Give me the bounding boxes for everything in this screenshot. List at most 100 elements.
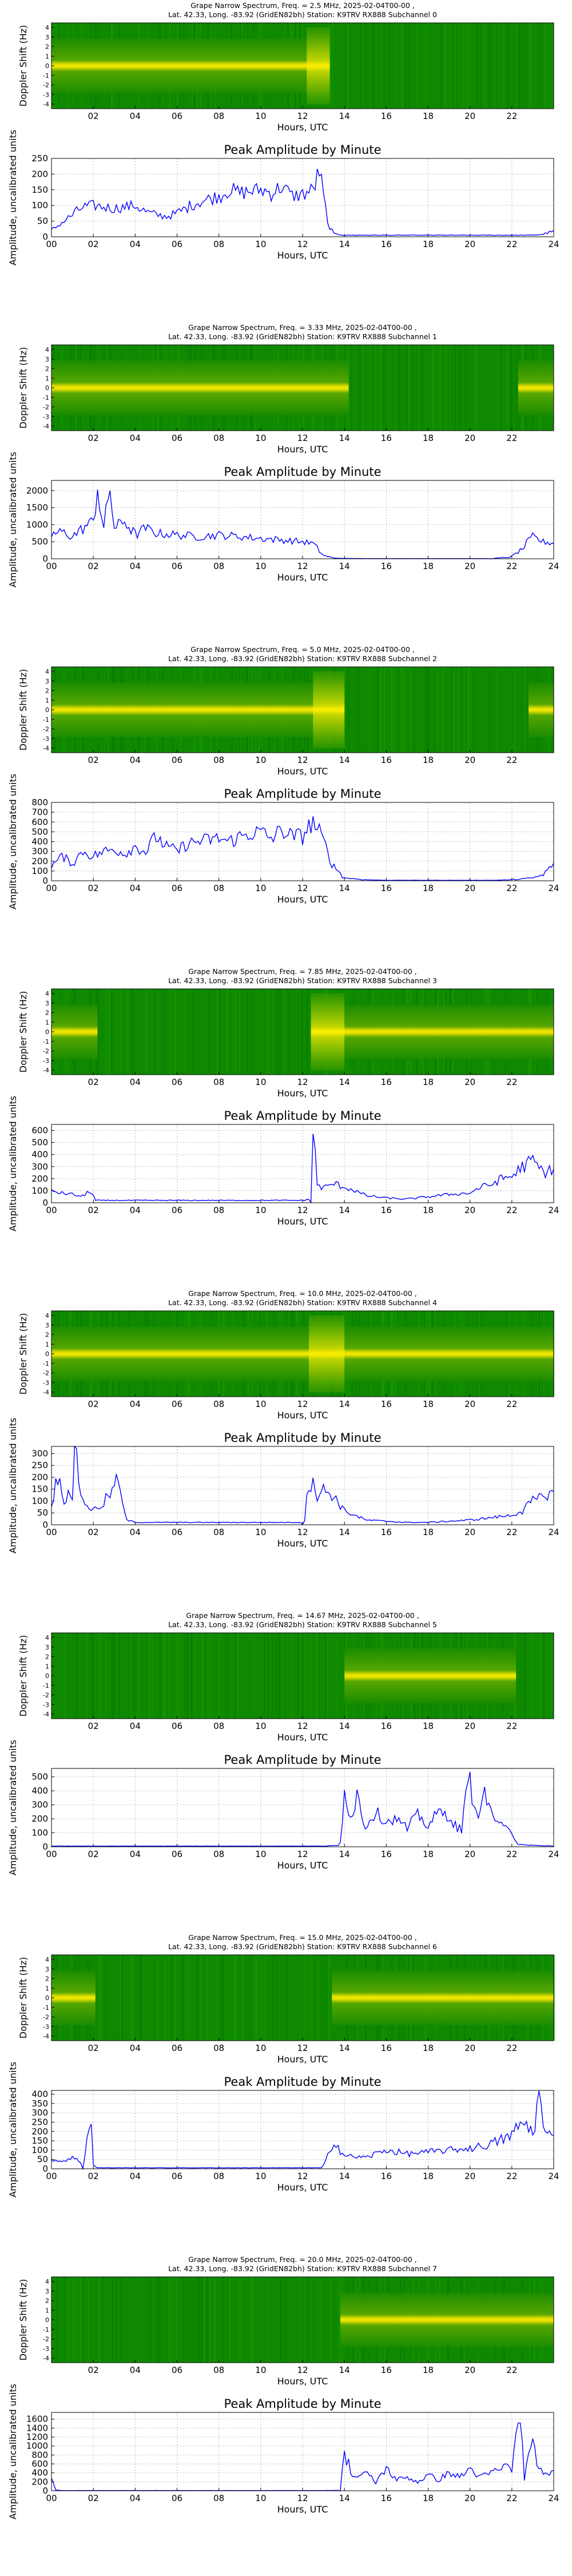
spectrum-streak [320,1955,323,2041]
plot-frame [51,1446,554,1525]
y-tick-label: 3 [45,1644,49,1651]
x-tick-label: 10 [255,2365,266,2375]
plot-frame [51,480,554,559]
y-tick-label: 50 [37,2154,48,2165]
spectrum-streak [489,23,491,109]
y-tick-label: 0 [45,384,49,392]
spectrum-streak [441,345,442,431]
y-tick-label: 250 [31,1460,48,1470]
x-tick-label: 08 [213,2043,224,2053]
spectrum-streak [394,345,396,431]
spectrum-streak [134,1633,136,1719]
spectrum-streak [529,23,531,109]
x-tick-label: 06 [172,561,182,571]
x-tick-label: 18 [423,1077,434,1087]
spectrum-streak [214,2277,216,2363]
x-tick-label: 24 [548,1205,559,1215]
spectrum-streak [476,23,478,109]
x-tick-label: 12 [297,111,308,121]
spectrum-streak [359,345,360,431]
spectrum-chart-4: Grape Narrow Spectrum, Freq. = 10.0 MHz,… [18,1289,555,1421]
spectrum-streak [375,345,376,431]
x-tick-label: 14 [339,2493,350,2503]
y-axis-title: Doppler Shift (Hz) [18,25,29,107]
spectrum-streak [267,989,269,1075]
spectrum-streak [537,1633,538,1719]
chart-subtitle: Lat. 42.33, Long. -83.92 (GridEN82bh) St… [168,332,437,341]
x-tick-label: 16 [381,1721,392,1731]
signal-band [332,1970,554,2025]
x-tick-label: 16 [381,111,392,121]
spectrum-streak [141,989,142,1075]
signal-band [311,1004,554,1059]
y-tick-label: 0 [42,1520,48,1530]
spectrum-streak [450,23,451,109]
y-tick-label: -1 [43,72,49,79]
spectrum-streak [314,1955,315,2041]
spectrum-streak [263,1633,265,1719]
x-tick-label: 00 [46,2171,57,2181]
y-tick-label: 2 [45,1653,49,1661]
amplitude-chart-2: Peak Amplitude by Minute 00 02 04 06 08 10 12 14… [7,774,559,909]
x-tick-label: 24 [548,1527,559,1537]
x-tick-label: 16 [381,1399,392,1409]
spectrum-streak [387,667,388,753]
y-tick-label: 100 [31,1828,48,1838]
spectrum-streak [402,667,403,753]
x-tick-label: 20 [464,1205,475,1215]
y-tick-label: 250 [31,153,48,164]
spectrum-streak [253,1633,255,1719]
spectrum-streak [444,23,446,109]
x-axis-title: Hours, UTC [277,444,328,455]
spectrum-streak [197,2277,199,2363]
y-tick-label: -4 [43,423,49,430]
x-tick-label: 22 [506,1527,517,1537]
plot-frame [51,158,554,237]
x-tick-label: 10 [255,1721,266,1731]
spectrum-streak [113,1633,115,1719]
x-tick-label: 02 [88,111,99,121]
spectrum-streak [174,989,176,1075]
spectrum-streak [206,1955,208,2041]
spectrum-streak [464,667,465,753]
spectrum-streak [412,345,414,431]
chart-title: Peak Amplitude by Minute [224,1753,382,1767]
x-tick-label: 02 [88,1077,99,1087]
spectrum-streak [230,989,232,1075]
spectrum-streak [160,1633,161,1719]
spectrum-streak [350,345,352,431]
spectrum-streak [418,345,419,431]
spectrum-streak [80,2277,82,2363]
y-tick-label: 100 [31,866,48,876]
spectrum-streak [165,989,166,1075]
plot-frame [51,2090,554,2169]
x-tick-label: 14 [339,239,350,249]
chart-title: Peak Amplitude by Minute [224,1109,382,1123]
spectrum-streak [217,989,218,1075]
spectrum-streak [549,23,551,109]
y-tick-label: 0 [42,2164,48,2174]
spectrum-streak [401,667,402,753]
x-tick-label: 08 [213,1077,224,1087]
spectrum-streak [157,1955,158,2041]
x-tick-label: 04 [130,2043,141,2053]
spectrum-streak [213,2277,215,2363]
x-tick-label: 14 [339,561,350,571]
x-tick-label: 16 [381,561,392,571]
spectrum-streak [412,667,414,753]
spectrum-streak [369,345,371,431]
spectrum-streak [522,667,523,753]
y-tick-label: -1 [43,394,49,401]
spectrum-streak [227,1633,229,1719]
y-tick-label: 4 [45,24,49,31]
spectrum-streak [297,1633,299,1719]
y-tick-label: 3 [45,2288,49,2295]
x-tick-label: 24 [548,2171,559,2181]
spectrum-streak [162,989,164,1075]
x-tick-label: 04 [130,755,141,765]
y-tick-label: -1 [43,1038,49,1045]
spectrum-streak [319,2277,321,2363]
spectrum-streak [253,2277,255,2363]
x-tick-label: 18 [423,111,434,121]
amplitude-chart-3: Peak Amplitude by Minute 00 02 04 06 08 10 12 14… [7,1096,559,1231]
